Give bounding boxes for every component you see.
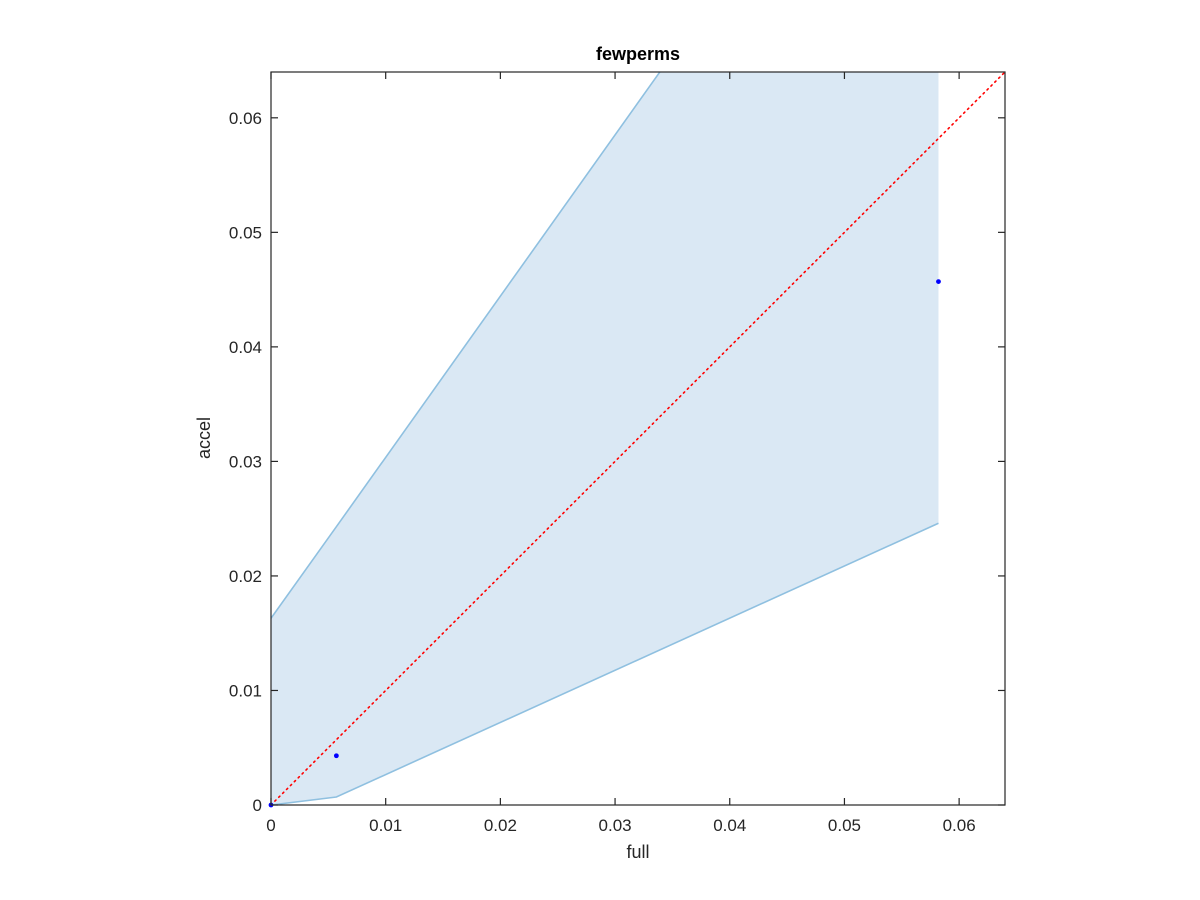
x-tick-label: 0.02 bbox=[484, 816, 517, 835]
y-tick-label: 0.05 bbox=[229, 223, 262, 242]
band-fill bbox=[271, 72, 939, 805]
data-point bbox=[936, 279, 941, 284]
y-tick-label: 0.06 bbox=[229, 109, 262, 128]
y-tick-label: 0.01 bbox=[229, 681, 262, 700]
x-axis-ticks: 0 0.01 0.02 0.03 0.04 0.05 0.06 bbox=[266, 72, 976, 835]
band-upper-edge bbox=[271, 72, 661, 619]
x-tick-label: 0 bbox=[266, 816, 275, 835]
reference-line bbox=[271, 72, 1005, 805]
identity-line bbox=[271, 72, 1005, 805]
chart-title: fewperms bbox=[596, 44, 680, 64]
y-axis-ticks: 0 0.01 0.02 0.03 0.04 0.05 0.06 bbox=[229, 109, 1005, 815]
x-tick-label: 0.01 bbox=[369, 816, 402, 835]
y-tick-label: 0.04 bbox=[229, 338, 262, 357]
y-tick-label: 0.02 bbox=[229, 567, 262, 586]
axes-box bbox=[270, 71, 1006, 806]
y-tick-label: 0.03 bbox=[229, 452, 262, 471]
x-axis-label: full bbox=[626, 842, 649, 862]
band-lower-edge bbox=[271, 522, 939, 805]
confidence-band bbox=[271, 72, 939, 805]
y-tick-label: 0 bbox=[253, 796, 262, 815]
data-point bbox=[333, 753, 339, 759]
x-tick-label: 0.04 bbox=[713, 816, 746, 835]
x-tick-label: 0.06 bbox=[943, 816, 976, 835]
x-tick-label: 0.03 bbox=[599, 816, 632, 835]
x-tick-label: 0.05 bbox=[828, 816, 861, 835]
y-axis-label: accel bbox=[194, 417, 214, 459]
